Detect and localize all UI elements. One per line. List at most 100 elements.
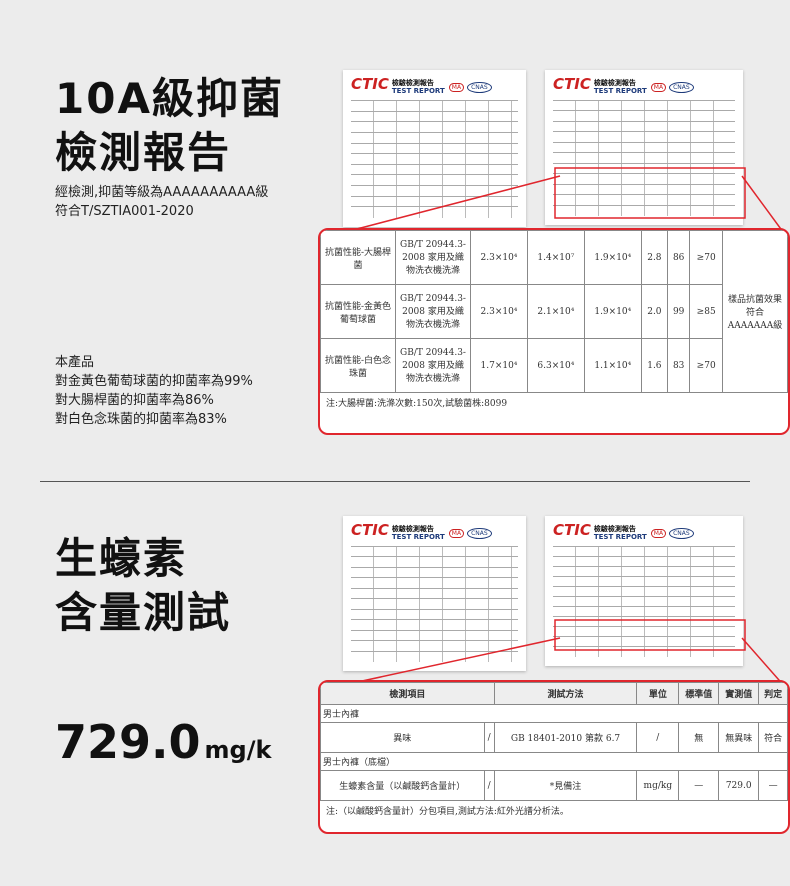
table-row-line: [351, 100, 518, 112]
zoom-table: 檢測項目 測試方法 單位 標準值 實測值 判定 男士內褲 異味 / GB 18401-2010 第…: [318, 680, 790, 834]
table-row-line: [351, 185, 518, 197]
description: 經檢測,抑菌等級為AAAAAAAAAA級 符合T/SZTIA001-2020: [55, 183, 268, 221]
table-cell: mg/kg: [636, 770, 680, 801]
table-cell: 抗菌性能-大腸桿菌: [320, 230, 396, 285]
table-row-line: [351, 650, 518, 662]
table-row-line: [351, 131, 518, 144]
report-thumbnail: CTIC 檢驗檢測報告 TEST REPORT MA CNAS: [545, 516, 743, 666]
report-header: CTIC 檢驗檢測報告 TEST REPORT MA CNAS: [351, 521, 492, 541]
table-row-line: [351, 566, 518, 579]
table-row-line: [553, 183, 735, 196]
highlight: [554, 619, 746, 651]
table-row-line: [553, 546, 735, 557]
report-thumbnail: CTIC 檢驗檢測報告 TEST REPORT MA CNAS: [343, 516, 526, 671]
table-cell: 1.6: [640, 338, 669, 393]
table-cell: 抗菌性能-白色念珠菌: [320, 338, 396, 393]
report-name: 檢驗檢測報告 TEST REPORT: [392, 79, 445, 95]
title-line: 生蠔素: [55, 534, 188, 583]
title-line: 10A級抑菌: [55, 74, 284, 123]
report-name: 檢驗檢測報告 TEST REPORT: [594, 79, 647, 95]
table-row-line: [553, 556, 735, 567]
report-thumbnail: CTIC 檢驗檢測報告 TEST REPORT MA CNAS: [343, 70, 526, 227]
logo-part: I: [574, 521, 580, 539]
header-cell: 檢測項目: [320, 682, 495, 705]
table-cell: —: [758, 770, 788, 801]
group-cell: 男士內褲（底檔）: [320, 752, 788, 771]
table-cell: 1.9×10⁴: [583, 230, 642, 285]
table-row: 抗菌性能-白色念珠菌 GB/T 20944.3-2008 家用及織物洗衣機洗滌 1.…: [320, 338, 788, 393]
header-cell: 測試方法: [493, 682, 638, 705]
table-row-line: [553, 616, 735, 627]
logo-part: CT: [351, 75, 373, 93]
table-row-line: [351, 121, 518, 133]
table-row-line: [553, 173, 735, 185]
report-thumbnail: CTIC 檢驗檢測報告 TEST REPORT MA CNAS: [545, 70, 743, 225]
logo-part: C: [377, 521, 389, 539]
table-cell: /: [636, 722, 680, 753]
table-row-line: [351, 174, 518, 187]
logo-part: CT: [553, 521, 575, 539]
value-number: 729.0: [55, 715, 201, 769]
table-row-line: [351, 608, 518, 621]
table-row-line: [553, 131, 735, 143]
report-name-en: TEST REPORT: [391, 532, 445, 541]
table-row-line: [351, 598, 518, 610]
table-cell: 異味: [320, 722, 485, 753]
table-header: 檢測項目 測試方法 單位 標準值 實測值 判定: [320, 682, 788, 705]
zoom-table: 抗菌性能-大腸桿菌 GB/T 20944.3-2008 家用及織物洗衣機洗滌 2.3…: [318, 228, 790, 435]
logo-part: CT: [553, 75, 575, 93]
value: 729.0 mg/k: [55, 715, 271, 769]
table-row-line: [351, 206, 518, 218]
report-name-cn: 檢驗檢測報告: [391, 524, 434, 533]
logo-part: C: [377, 75, 389, 93]
report-logo: CTIC: [351, 75, 389, 93]
table-row-line: [351, 195, 518, 208]
logo-part: C: [579, 521, 591, 539]
report-logo: CTIC: [553, 75, 591, 93]
table-cell: GB 18401-2010 第款 6.7: [493, 722, 638, 753]
table-cell: 2.0: [640, 284, 669, 339]
result-line: 對大腸桿菌的抑菌率為86%: [55, 393, 214, 408]
report-logo: CTIC: [553, 521, 591, 539]
table-cell: 2.3×10⁴: [470, 284, 528, 339]
divider: [40, 481, 750, 482]
table-cell: 86: [667, 230, 691, 285]
table-cell: 無: [678, 722, 720, 753]
table-row: 抗菌性能-大腸桿菌 GB/T 20944.3-2008 家用及織物洗衣機洗滌 2.3…: [320, 230, 788, 393]
desc-line: 經檢測,抑菌等級為AAAAAAAAAA級: [55, 185, 269, 200]
table-row: 生蠔素含量（以鹹酸鈣含量計） / *見備注 mg/kg —729.0—: [320, 770, 788, 801]
table-row-line: [553, 152, 735, 164]
table-row-line: [553, 110, 735, 122]
table-row-line: [351, 629, 518, 642]
table-row-line: [553, 194, 735, 206]
table-cell: 2.1×10⁴: [526, 284, 585, 339]
table-row: 異味 / GB 18401-2010 第款 6.7/無無異味 符合: [320, 722, 788, 753]
report-header: CTIC 檢驗檢測報告 TEST REPORT MA CNAS: [553, 75, 694, 95]
header-cell: 標準值: [678, 682, 720, 705]
table-cell: 抗菌性能-金黃色葡萄球菌: [320, 284, 396, 339]
result-intro: 本產品: [55, 355, 95, 370]
connector: [741, 175, 787, 237]
cnas-mark: CNAS: [669, 528, 694, 539]
group-row: 男士內褲: [320, 704, 788, 723]
ma-mark: MA: [650, 83, 667, 92]
title: 10A級抑菌 檢測報告: [55, 72, 284, 180]
table-row-line: [351, 163, 518, 176]
title-line: 含量測試: [55, 588, 232, 637]
table-row-line: [553, 646, 735, 657]
connector: [329, 637, 561, 689]
table-cell: 2.3×10⁴: [470, 230, 528, 285]
report-name-cn: 檢驗檢測報告: [391, 78, 434, 87]
table-row-line: [553, 566, 735, 577]
cnas-mark: CNAS: [467, 528, 492, 539]
ma-mark: MA: [448, 83, 465, 92]
report-name: 檢驗檢測報告 TEST REPORT: [392, 525, 445, 541]
table-row-line: [351, 153, 518, 165]
logo-part: I: [372, 75, 378, 93]
table-row-line: [351, 110, 518, 123]
highlight: [554, 167, 746, 219]
value-unit: mg/k: [204, 736, 272, 764]
header-cell: 單位: [636, 682, 680, 705]
